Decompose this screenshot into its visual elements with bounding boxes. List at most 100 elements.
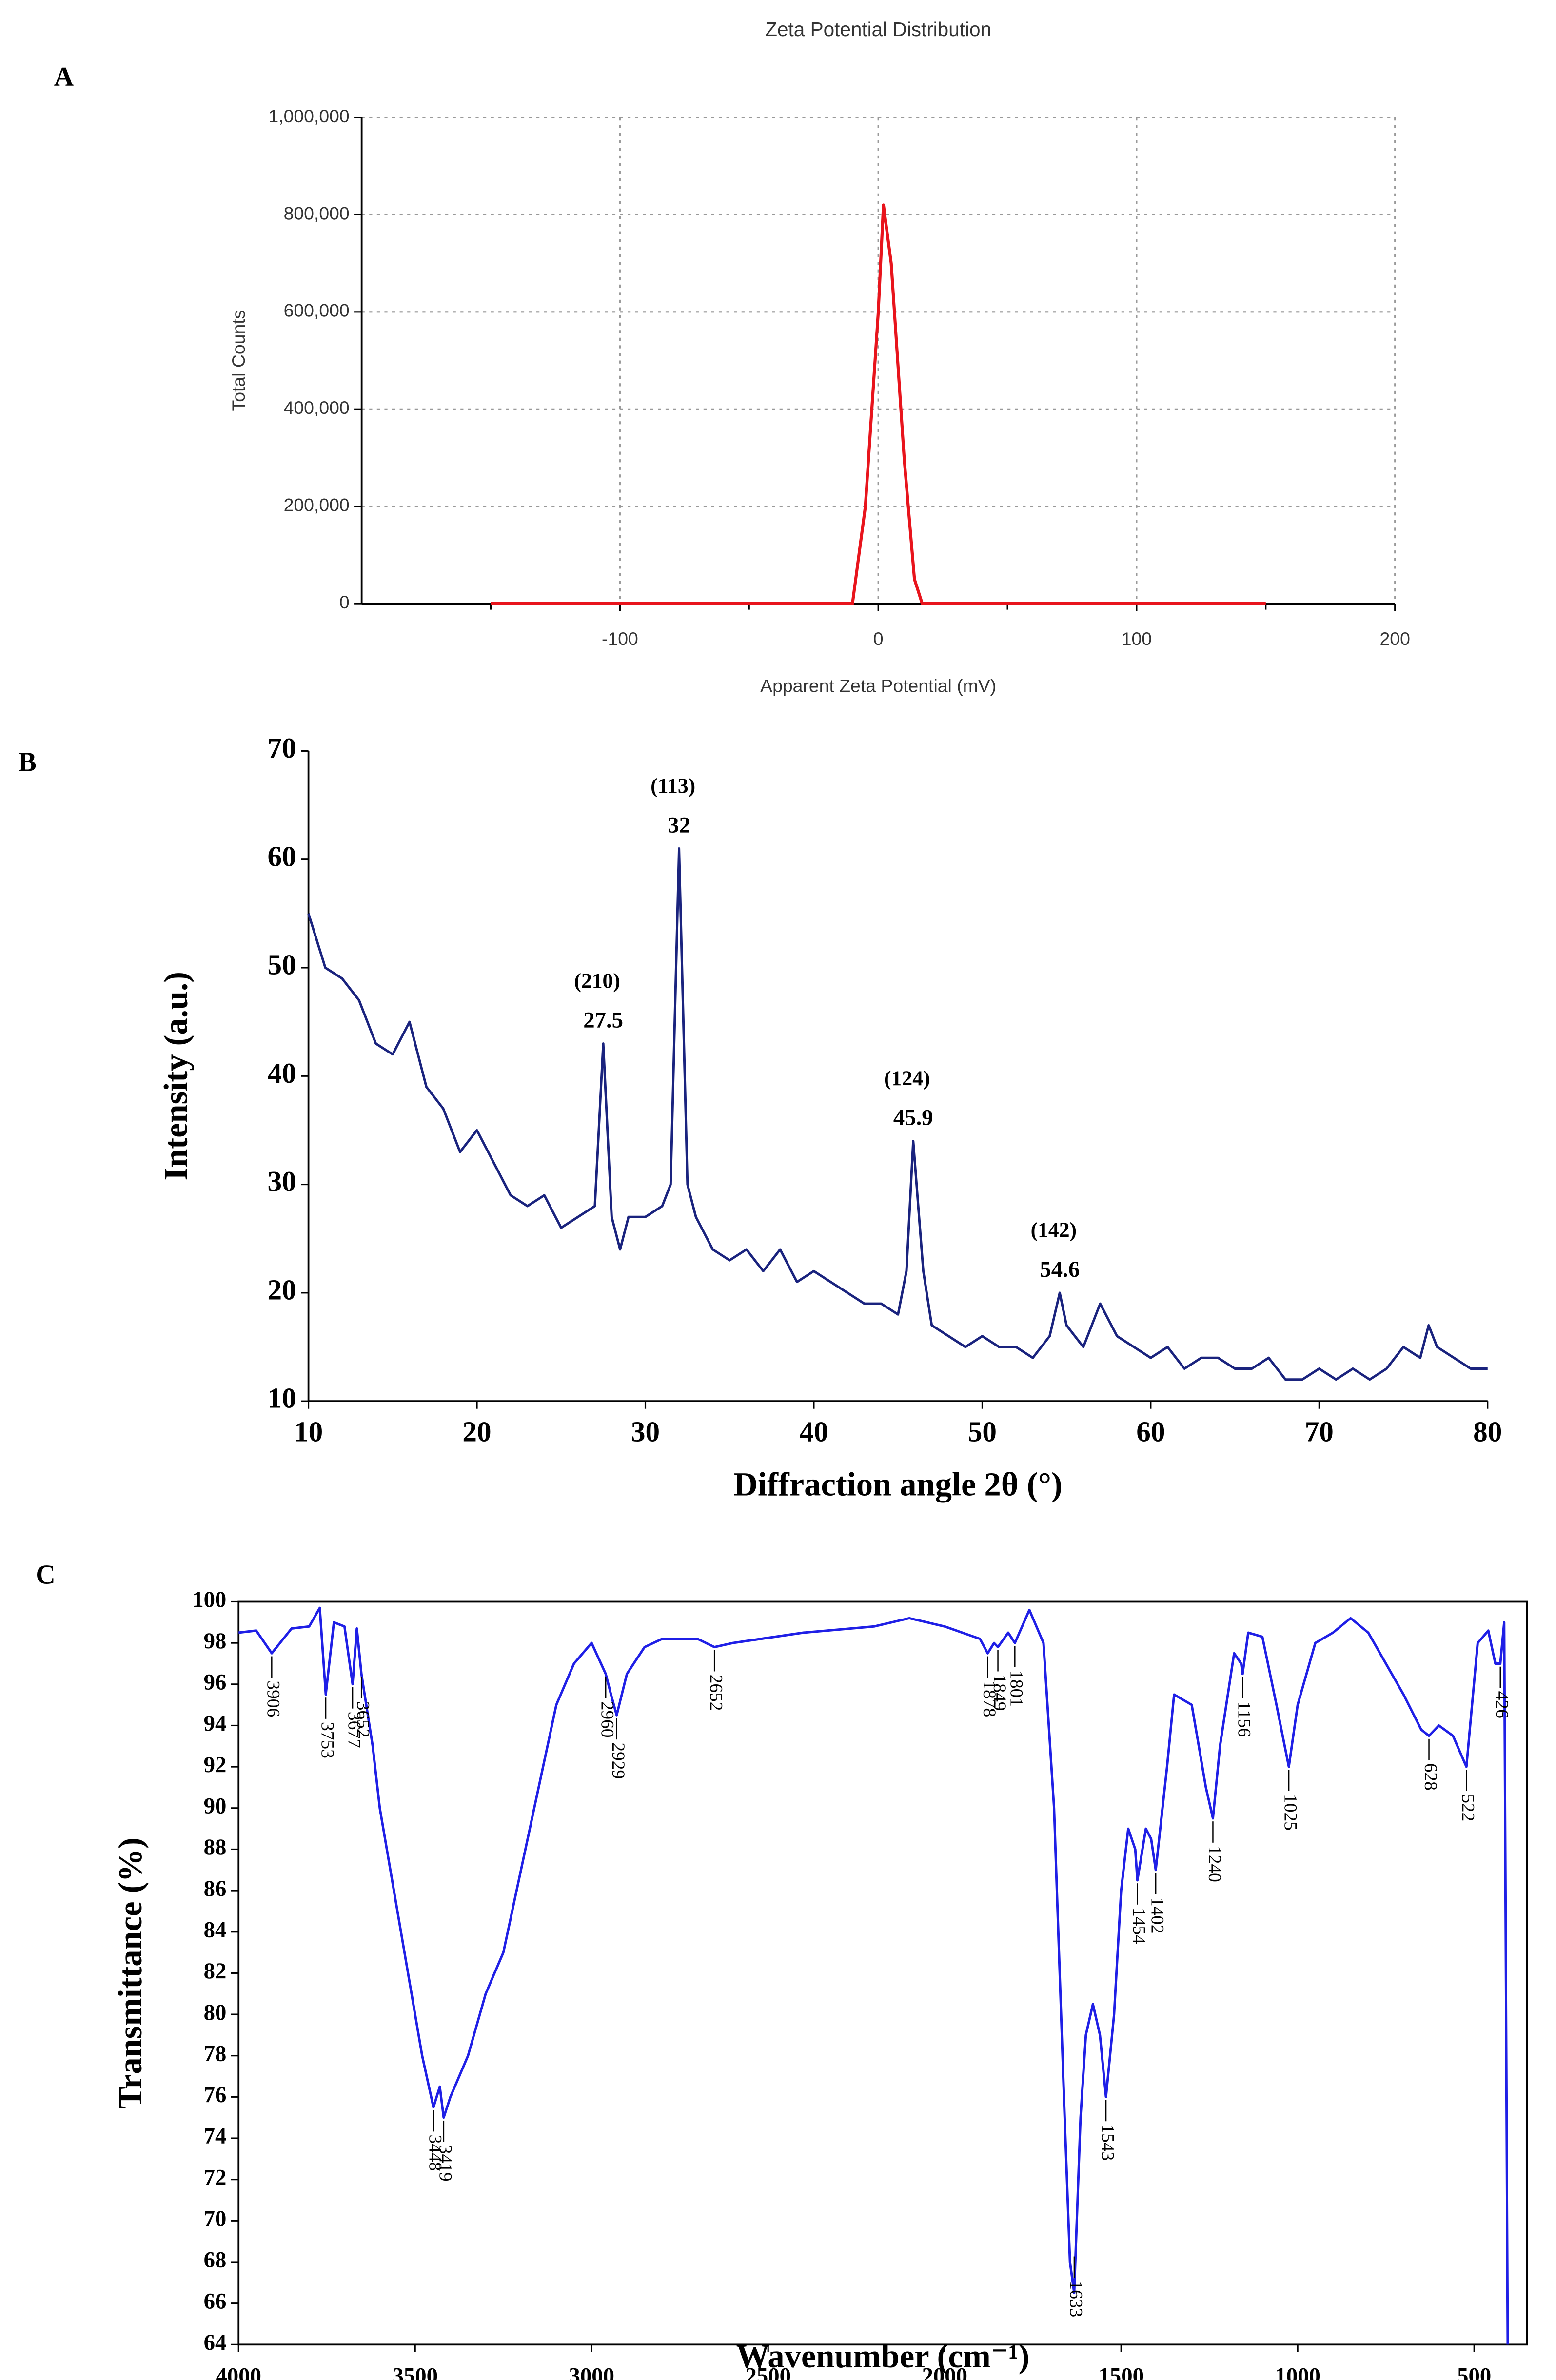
peak-label: 1543	[1097, 2124, 1117, 2161]
x-tick-label: 2000	[922, 2363, 967, 2380]
y-tick-label: 50	[267, 949, 296, 981]
data-line	[307, 847, 1488, 1381]
peak-label: 2960	[597, 1701, 617, 1738]
peak-label: 3652	[353, 1701, 373, 1738]
y-tick-label: 96	[204, 1670, 227, 1695]
y-tick-label: 200,000	[284, 495, 350, 515]
peak-label: 1801	[1006, 1670, 1026, 1707]
y-tick-label: 64	[204, 2330, 227, 2355]
y-tick-label: 10	[267, 1382, 296, 1414]
y-axis-label: Intensity (a.u.)	[157, 972, 194, 1180]
chart-title: Zeta Potential Distribution	[765, 18, 991, 40]
peak-label: 1849	[989, 1675, 1009, 1711]
y-tick-label: 74	[204, 2124, 227, 2149]
y-axis-label: Transmittance (%)	[112, 1837, 149, 2109]
chart-panel: B 10 20 30 40 50 60 70 10 20 30 40 50 60 70 80 Diffracti…	[18, 732, 1502, 1503]
y-tick-label: 70	[267, 732, 296, 764]
y-tick-label: 0	[339, 592, 350, 612]
peak-label: 1156	[1234, 1701, 1254, 1737]
chart-panel: A Zeta Potential Distribution 0 200,000 400,…	[54, 18, 1410, 696]
x-tick-label: 1000	[1275, 2363, 1320, 2380]
y-tick-label: 20	[267, 1273, 296, 1306]
x-tick-label: 80	[1473, 1415, 1502, 1447]
peak-value: 54.6	[1040, 1257, 1080, 1282]
peak-label: 2929	[608, 1742, 628, 1779]
x-tick-label: 70	[1305, 1415, 1334, 1447]
peak-value: 32	[668, 813, 690, 838]
peak-label: 522	[1458, 1794, 1478, 1821]
y-tick-label: 98	[204, 1628, 227, 1654]
y-tick-label: 72	[204, 2165, 227, 2190]
y-tick-label: 100	[192, 1587, 226, 1612]
data-line	[491, 203, 1266, 605]
x-axis-label: Apparent Zeta Potential (mV)	[760, 675, 996, 696]
x-tick-label: 30	[631, 1415, 660, 1447]
x-tick-label: 0	[873, 628, 884, 649]
x-tick-label: 4000	[216, 2363, 261, 2380]
panel-label: A	[54, 62, 74, 92]
y-tick-label: 78	[204, 2041, 227, 2066]
peak-hkl: (142)	[1031, 1218, 1077, 1242]
x-tick-label: -100	[602, 628, 638, 649]
peak-label: 426	[1492, 1691, 1512, 1718]
x-axis-label: Wavenumber (cm⁻¹)	[736, 2338, 1030, 2375]
peak-value: 45.9	[893, 1105, 933, 1131]
peak-hkl: (113)	[650, 774, 695, 798]
x-tick-label: 40	[799, 1415, 828, 1447]
y-tick-label: 90	[204, 1793, 227, 1818]
data-line	[238, 1606, 1509, 2345]
y-tick-label: 600,000	[284, 300, 350, 321]
peak-hkl: (124)	[884, 1067, 930, 1090]
peak-label: 3677	[344, 1712, 364, 1748]
peak-label: 1878	[979, 1680, 999, 1717]
y-tick-label: 60	[267, 840, 296, 872]
x-tick-label: 3000	[569, 2363, 614, 2380]
peak-hkl: (210)	[574, 969, 620, 993]
y-tick-label: 400,000	[284, 397, 350, 418]
peak-label: 3906	[263, 1680, 283, 1717]
y-tick-label: 84	[204, 1917, 227, 1942]
peak-label: 628	[1420, 1763, 1440, 1791]
peak-label: 3448	[425, 2135, 445, 2171]
x-tick-label: 20	[462, 1415, 491, 1447]
x-tick-label: 500	[1457, 2363, 1491, 2380]
y-tick-label: 86	[204, 1876, 227, 1901]
x-tick-label: 100	[1122, 628, 1152, 649]
peak-label: 3753	[317, 1722, 337, 1758]
y-tick-label: 40	[267, 1057, 296, 1089]
y-tick-label: 92	[204, 1752, 227, 1777]
peak-label: 1402	[1147, 1897, 1167, 1934]
x-tick-label: 1500	[1098, 2363, 1143, 2380]
y-axis-label: Total Counts	[228, 310, 249, 411]
y-tick-label: 70	[204, 2206, 227, 2231]
y-tick-label: 88	[204, 1834, 227, 1860]
peak-value: 27.5	[583, 1008, 623, 1033]
x-tick-label: 200	[1380, 628, 1410, 649]
peak-label: 2652	[706, 1675, 726, 1711]
y-tick-label: 66	[204, 2288, 227, 2314]
y-tick-label: 94	[204, 1711, 227, 1736]
panel-label: C	[36, 1560, 56, 1590]
y-tick-label: 30	[267, 1165, 296, 1197]
x-tick-label: 50	[968, 1415, 997, 1447]
chart-panel: C 64 66 68 70 72 74 76 78 80 82 84 86 88 90 92 94 96 98 100…	[36, 1560, 1528, 2380]
x-tick-label: 10	[294, 1415, 323, 1447]
peak-label: 1454	[1129, 1908, 1149, 1944]
y-tick-label: 76	[204, 2082, 227, 2107]
x-tick-label: 60	[1136, 1415, 1165, 1447]
y-tick-label: 80	[204, 2000, 227, 2025]
x-tick-label: 3500	[393, 2363, 438, 2380]
plot-frame	[237, 1600, 1528, 2346]
panel-label: B	[18, 747, 36, 777]
y-tick-label: 1,000,000	[268, 106, 349, 126]
y-tick-label: 68	[204, 2247, 227, 2273]
peak-label: 1025	[1280, 1794, 1300, 1831]
y-tick-label: 82	[204, 1958, 227, 1984]
peak-label: 3419	[435, 2145, 455, 2182]
y-tick-label: 800,000	[284, 203, 350, 223]
x-axis-label: Diffraction angle 2θ (°)	[734, 1466, 1063, 1503]
x-tick-label: 2500	[745, 2363, 790, 2380]
peak-label: 1633	[1065, 2281, 1085, 2317]
